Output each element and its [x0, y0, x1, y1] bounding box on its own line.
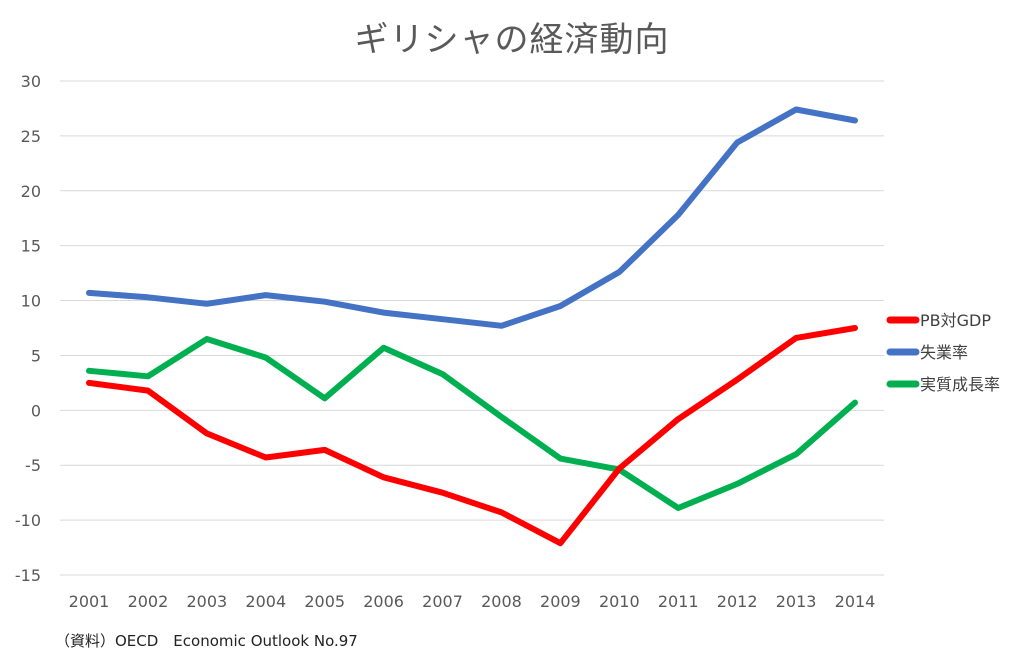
series-line-2 [86, 336, 858, 511]
legend-label: 失業率 [920, 343, 968, 362]
gridlines [60, 80, 884, 576]
x-tick-label: 2007 [422, 592, 463, 611]
x-tick-label: 2004 [245, 592, 286, 611]
x-tick-label: 2014 [835, 592, 876, 611]
axis-labels: 30 25 20 15 10 5 0 -5 -10 -15 2001 2002 2003 2004 2005… [15, 72, 876, 611]
y-tick-label: 0 [31, 401, 41, 420]
legend-label: PB対GDP [920, 311, 991, 330]
x-tick-label: 2009 [540, 592, 581, 611]
x-tick-label: 2006 [363, 592, 404, 611]
series-line-1 [86, 106, 858, 329]
y-tick-label: -5 [25, 456, 41, 475]
y-tick-label: 15 [21, 237, 41, 256]
y-tick-label: 25 [21, 127, 41, 146]
y-tick-label: -15 [15, 566, 41, 585]
x-tick-label: 2003 [186, 592, 227, 611]
x-tick-label: 2002 [128, 592, 169, 611]
legend-label: 実質成長率 [920, 375, 1000, 394]
x-tick-label: 2001 [69, 592, 110, 611]
y-tick-label: 20 [21, 182, 41, 201]
x-tick-label: 2011 [658, 592, 699, 611]
y-tick-label: 5 [31, 346, 41, 365]
y-tick-label: -10 [15, 511, 41, 530]
x-tick-label: 2013 [776, 592, 817, 611]
y-tick-label: 10 [21, 292, 41, 311]
x-tick-label: 2012 [717, 592, 758, 611]
x-tick-label: 2010 [599, 592, 640, 611]
source-note: （資料）OECD Economic Outlook No.97 [55, 632, 358, 650]
series-lines [86, 106, 858, 547]
series-line-0 [86, 325, 858, 547]
y-tick-label: 30 [21, 72, 41, 91]
x-tick-label: 2005 [304, 592, 345, 611]
chart-title: ギリシャの経済動向 [354, 20, 670, 60]
x-tick-label: 2008 [481, 592, 522, 611]
